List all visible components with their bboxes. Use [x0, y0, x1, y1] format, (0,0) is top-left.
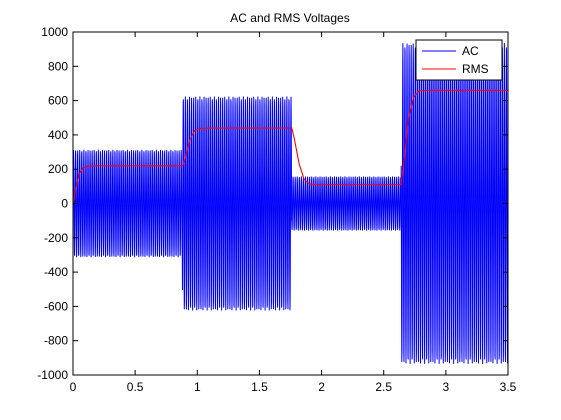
y-tick-label: 200 — [48, 162, 68, 176]
y-tick-label: -800 — [44, 334, 68, 348]
x-tick-label: 0 — [70, 380, 77, 394]
legend-label-rms: RMS — [462, 62, 489, 76]
y-tick-label: 800 — [48, 59, 68, 73]
x-tick-label: 3 — [443, 380, 450, 394]
legend-box — [415, 39, 503, 81]
y-tick-label: 600 — [48, 94, 68, 108]
series-rms-line — [72, 89, 508, 204]
legend: AC RMS — [415, 39, 503, 81]
series-ac-line — [72, 42, 509, 365]
x-tick-label: 1.5 — [251, 380, 268, 394]
y-tick-label: -1000 — [37, 368, 68, 382]
x-tick-label: 0.5 — [127, 380, 144, 394]
y-tick-label: 400 — [48, 128, 68, 142]
axes: 0 0.5 1 1.5 2 2.5 3 3.5 -1000 -800 -600 -400 -200 0 20… — [37, 25, 516, 394]
y-tick-label: 1000 — [41, 25, 68, 39]
legend-label-ac: AC — [462, 44, 479, 58]
y-tick-label: 0 — [61, 197, 68, 211]
chart-title: AC and RMS Voltages — [230, 11, 349, 25]
x-tick-label: 1 — [194, 380, 201, 394]
y-tick-label: -600 — [44, 299, 68, 313]
x-tick-label: 2 — [318, 380, 325, 394]
y-tick-label: -400 — [44, 265, 68, 279]
data-layer — [72, 42, 509, 365]
x-tick-label: 2.5 — [375, 380, 392, 394]
y-tick-label: -200 — [44, 231, 68, 245]
x-tick-label: 3.5 — [500, 380, 517, 394]
